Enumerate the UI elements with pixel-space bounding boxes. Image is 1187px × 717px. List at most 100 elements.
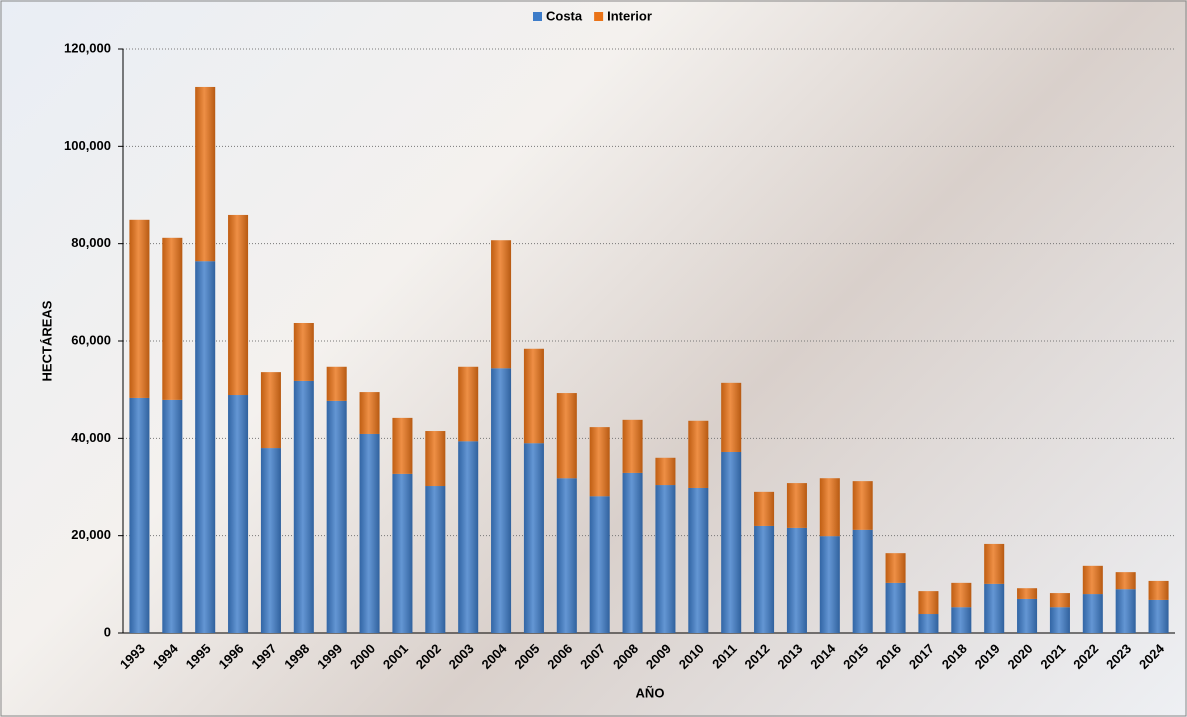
bar-shade <box>556 478 577 633</box>
bar-shade <box>754 525 775 633</box>
bar-shade <box>655 485 676 633</box>
bar-shade <box>951 582 972 608</box>
x-tick-label: 2009 <box>643 641 674 672</box>
x-tick-label: 1997 <box>248 641 279 672</box>
bar-shade <box>1115 572 1136 590</box>
x-tick-label: 2022 <box>1070 641 1101 672</box>
bar-shade <box>228 395 249 633</box>
bar-shade <box>260 448 281 633</box>
x-tick-label: 2013 <box>774 641 805 672</box>
bar-shade <box>162 237 183 400</box>
x-tick-label: 2020 <box>1005 641 1036 672</box>
bar-shade <box>359 433 380 633</box>
x-tick-label: 2006 <box>544 641 575 672</box>
x-tick-label: 1996 <box>216 641 247 672</box>
x-tick-label: 2011 <box>709 641 740 672</box>
x-tick-label: 2005 <box>511 641 542 672</box>
bar-shade <box>655 457 676 486</box>
bar-shade <box>918 614 939 633</box>
x-tick-label: 2019 <box>972 641 1003 672</box>
bar-shade <box>951 607 972 633</box>
bar-shade <box>491 240 512 369</box>
bar-shade <box>195 86 216 262</box>
x-axis-title: AÑO <box>636 685 665 700</box>
x-tick-label: 2001 <box>380 641 411 672</box>
bar-shade <box>523 443 544 633</box>
legend-label: Costa <box>546 8 583 23</box>
y-tick-label: 120,000 <box>64 40 111 55</box>
bar-shade <box>819 478 840 537</box>
bar-shade <box>885 553 906 583</box>
bar-shade <box>589 496 610 633</box>
bar-shade <box>754 491 775 526</box>
x-tick-label: 2016 <box>873 641 904 672</box>
bar-shade <box>523 348 544 444</box>
x-tick-label: 1994 <box>150 640 182 672</box>
y-tick-label: 100,000 <box>64 138 111 153</box>
x-tick-label: 2015 <box>840 641 871 672</box>
legend-swatch <box>594 12 604 21</box>
bar-shade <box>129 219 150 398</box>
bar-shade <box>852 529 873 633</box>
bar-shade <box>326 366 347 401</box>
y-axis-title: HECTÁREAS <box>39 300 54 381</box>
bar-shade <box>1049 607 1070 633</box>
bar-shade <box>721 451 742 633</box>
x-tick-label: 2021 <box>1037 641 1068 672</box>
bar-shade <box>688 487 709 633</box>
bar-shade <box>359 392 380 434</box>
x-tick-label: 1993 <box>117 641 148 672</box>
bar-shade <box>425 431 446 487</box>
bar-shade <box>688 420 709 488</box>
x-tick-label: 1999 <box>314 641 345 672</box>
bar-shade <box>852 481 873 530</box>
bar-shade <box>1049 593 1070 608</box>
bar-shade <box>819 536 840 633</box>
x-tick-label: 2018 <box>939 641 970 672</box>
x-tick-label: 2004 <box>479 640 511 672</box>
x-tick-label: 2002 <box>413 641 444 672</box>
bar-shade <box>1017 598 1038 633</box>
x-tick-label: 2008 <box>610 641 641 672</box>
bar-shade <box>1148 580 1169 600</box>
bar-shade <box>721 382 742 452</box>
bar-shade <box>293 380 314 633</box>
bar-shade <box>984 543 1005 584</box>
bar-shade <box>984 583 1005 633</box>
bar-shade <box>918 591 939 615</box>
x-tick-label: 1998 <box>281 641 312 672</box>
y-tick-label: 80,000 <box>71 235 111 250</box>
x-tick-label: 1995 <box>183 641 214 672</box>
bar-shade <box>260 372 281 449</box>
bar-shade <box>786 527 807 633</box>
x-tick-label: 2017 <box>906 641 937 672</box>
bar-shade <box>589 427 610 497</box>
x-tick-label: 2010 <box>676 641 707 672</box>
legend-swatch <box>533 12 542 21</box>
x-tick-label: 2024 <box>1136 640 1168 672</box>
bar-shade <box>326 400 347 633</box>
x-tick-label: 2003 <box>446 641 477 672</box>
x-tick-label: 2000 <box>347 641 378 672</box>
bar-shade <box>1017 588 1038 599</box>
bar-shade <box>556 393 577 479</box>
bar-shade <box>885 582 906 633</box>
bar-shade <box>622 472 643 633</box>
bar-shade <box>425 486 446 633</box>
bar-shade <box>458 441 479 633</box>
x-tick-label: 2007 <box>577 641 608 672</box>
x-tick-label: 2023 <box>1103 641 1134 672</box>
bar-shade <box>162 399 183 633</box>
y-tick-label: 60,000 <box>71 332 111 347</box>
bar-shade <box>1148 599 1169 633</box>
bar-shade <box>491 368 512 633</box>
bar-shade <box>228 214 249 396</box>
bar-shade <box>392 473 413 633</box>
bar-shade <box>622 419 643 473</box>
x-tick-label: 2014 <box>807 640 839 672</box>
bar-shade <box>195 261 216 633</box>
bar-shade <box>458 366 479 442</box>
